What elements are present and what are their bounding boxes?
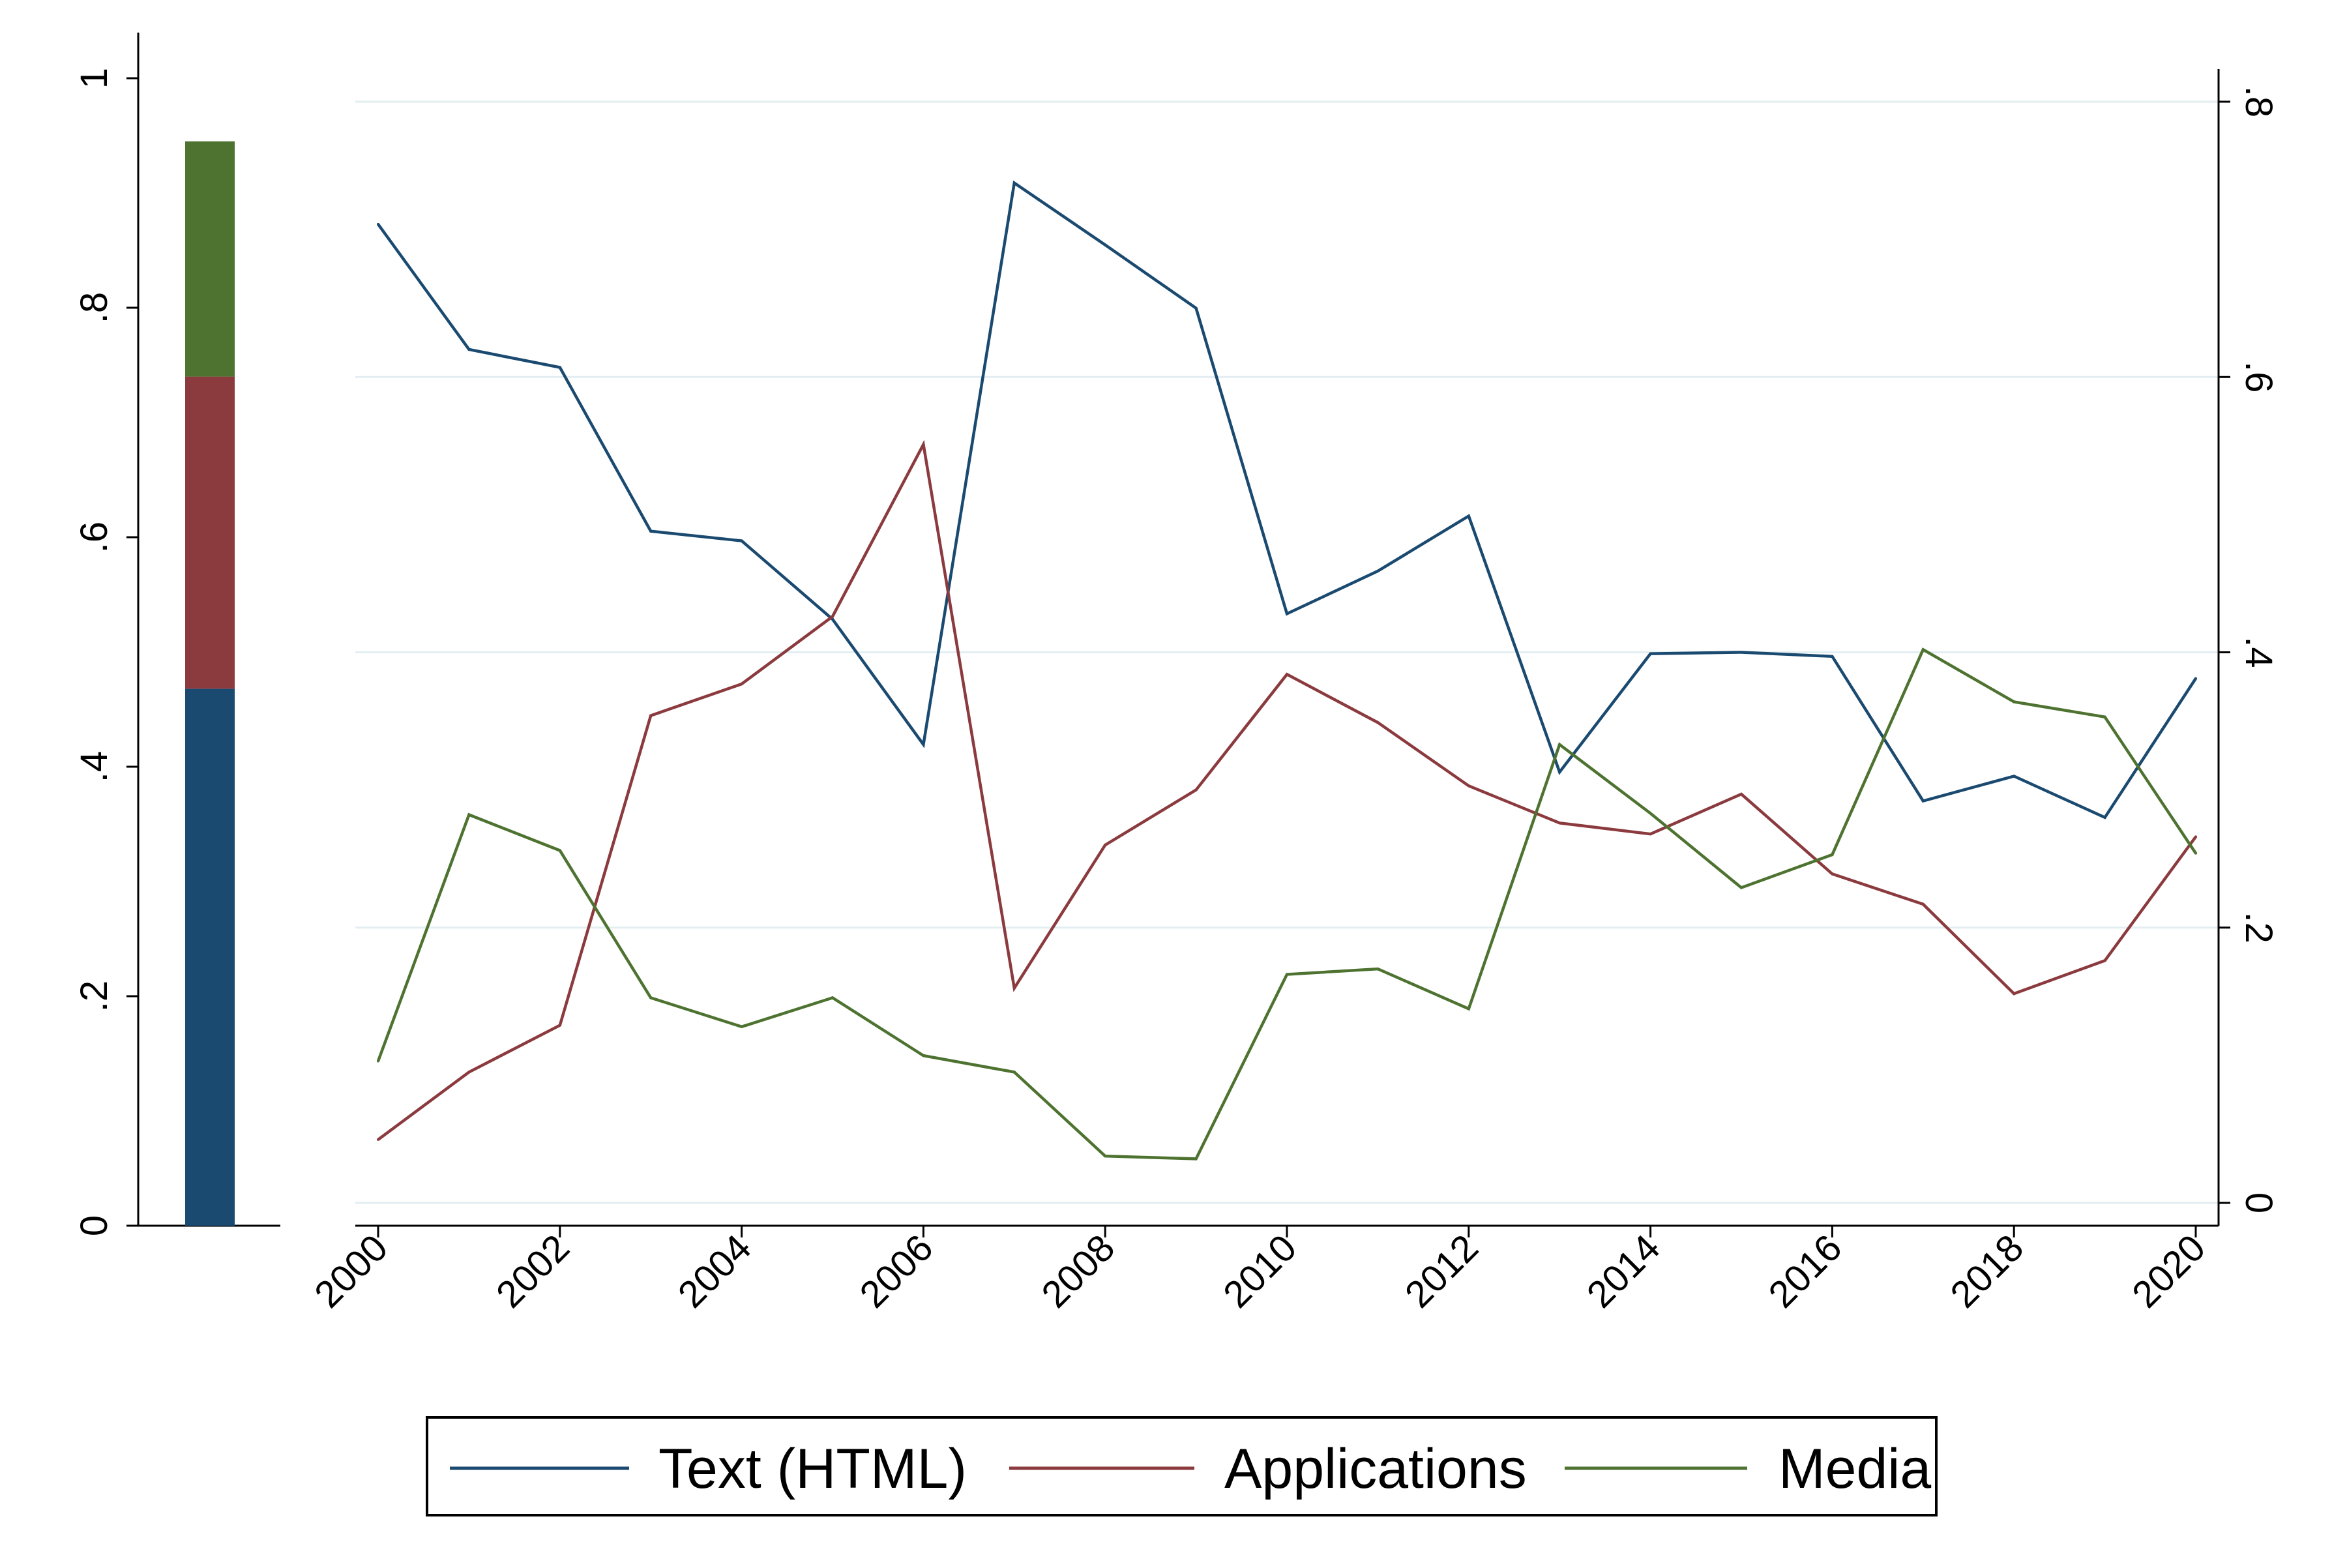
data-point-text bbox=[558, 366, 561, 369]
x-tick-label: 2016 bbox=[1760, 1226, 1850, 1316]
x-tick-label: 2008 bbox=[1033, 1226, 1123, 1316]
right-y-tick-label: .2 bbox=[2237, 912, 2280, 943]
series-line-applications bbox=[377, 439, 2197, 1141]
right-y-tick-label: .6 bbox=[2237, 361, 2280, 392]
x-tick-label: 2006 bbox=[851, 1226, 941, 1316]
bar-y-tick-label: 0 bbox=[73, 1215, 115, 1236]
data-point-media bbox=[831, 996, 834, 999]
bar-segment-applications bbox=[185, 376, 235, 689]
data-point-media bbox=[649, 996, 653, 999]
data-point-text bbox=[1831, 655, 1834, 658]
data-point-media bbox=[1740, 886, 1743, 889]
data-point-text bbox=[649, 529, 653, 533]
data-point-applications bbox=[377, 1138, 379, 1141]
line-chart-panel: 0 .2 .4 .6 .8 2000 2002 2004 2006 2008 2010 2012 201… bbox=[306, 69, 2280, 1316]
data-point-applications bbox=[1558, 821, 1561, 825]
data-point-media bbox=[740, 1025, 743, 1028]
right-y-tick-label: .4 bbox=[2237, 636, 2280, 668]
data-point-text bbox=[1012, 181, 1016, 185]
bar-y-tick-label: .8 bbox=[73, 292, 115, 323]
data-point-applications bbox=[2103, 959, 2106, 962]
x-tick-label: 2000 bbox=[306, 1226, 396, 1316]
bar-y-tick-label: 1 bbox=[73, 68, 115, 89]
legend: Text (HTML) Applications Media bbox=[426, 1416, 1938, 1516]
bar-y-tick-label: .4 bbox=[73, 751, 115, 782]
data-point-media bbox=[2194, 851, 2197, 855]
bar-y-tick-label: .2 bbox=[73, 981, 115, 1012]
data-point-media bbox=[1194, 1157, 1198, 1161]
x-tick-label: 2004 bbox=[670, 1226, 760, 1316]
x-tick-label: 2002 bbox=[488, 1226, 578, 1316]
data-point-applications bbox=[1286, 673, 1288, 676]
data-point-text bbox=[2103, 816, 2106, 819]
data-point-media bbox=[1558, 743, 1561, 746]
legend-label-media: Media bbox=[1779, 1438, 1931, 1500]
data-point-media bbox=[467, 813, 471, 816]
data-point-applications bbox=[1740, 792, 1743, 795]
data-point-text bbox=[1104, 243, 1107, 246]
data-point-media bbox=[2013, 700, 2016, 703]
data-point-text bbox=[1286, 612, 1288, 615]
right-y-tick-label: 0 bbox=[2237, 1192, 2280, 1213]
data-point-media bbox=[1831, 853, 1834, 856]
data-point-applications bbox=[1649, 833, 1652, 836]
data-point-applications bbox=[1921, 902, 1925, 906]
data-point-media bbox=[2103, 715, 2106, 718]
data-point-text bbox=[740, 539, 743, 542]
series-line-text bbox=[377, 180, 2197, 820]
data-point-text bbox=[1376, 569, 1380, 572]
x-tick-label: 2012 bbox=[1397, 1226, 1486, 1316]
data-point-media bbox=[1921, 648, 1925, 651]
x-tick-label: 2010 bbox=[1215, 1226, 1305, 1316]
data-point-media bbox=[377, 1059, 379, 1063]
bar-segment-text bbox=[185, 688, 235, 1226]
data-point-applications bbox=[558, 1024, 561, 1027]
data-point-applications bbox=[1012, 986, 1016, 990]
data-point-applications bbox=[1194, 788, 1198, 791]
right-y-tick-label: .8 bbox=[2237, 86, 2280, 117]
data-point-media bbox=[1376, 968, 1380, 971]
legend-box bbox=[426, 1416, 1938, 1516]
data-point-applications bbox=[2013, 992, 2016, 996]
data-point-text bbox=[2013, 775, 2016, 778]
stacked-bar-panel: 0 .2 .4 .6 .8 1 bbox=[73, 33, 280, 1236]
data-point-applications bbox=[649, 714, 653, 717]
data-point-applications bbox=[1467, 784, 1470, 788]
data-point-text bbox=[1194, 306, 1198, 310]
data-point-text bbox=[1649, 652, 1652, 655]
x-tick-label: 2020 bbox=[2124, 1226, 2213, 1316]
bar-y-tick-label: .6 bbox=[73, 522, 115, 553]
data-point-applications bbox=[740, 683, 743, 686]
data-point-text bbox=[467, 348, 471, 351]
data-point-text bbox=[1467, 514, 1470, 518]
data-point-applications bbox=[2194, 835, 2197, 838]
data-point-media bbox=[558, 849, 561, 852]
data-point-text bbox=[1558, 771, 1561, 774]
data-point-text bbox=[2194, 677, 2197, 680]
data-point-text bbox=[377, 222, 379, 226]
data-point-applications bbox=[922, 443, 925, 446]
data-point-applications bbox=[831, 615, 834, 618]
data-point-text bbox=[922, 743, 925, 746]
x-tick-label: 2014 bbox=[1579, 1226, 1668, 1316]
data-point-applications bbox=[1831, 872, 1834, 876]
data-point-text bbox=[1740, 651, 1743, 654]
data-point-applications bbox=[467, 1071, 471, 1074]
legend-label-applications: Applications bbox=[1224, 1438, 1527, 1500]
data-point-media bbox=[1286, 973, 1288, 976]
data-point-applications bbox=[1104, 844, 1107, 847]
legend-label-text: Text (HTML) bbox=[658, 1438, 967, 1500]
data-point-media bbox=[922, 1054, 925, 1058]
x-tick-label: 2018 bbox=[1942, 1226, 2031, 1316]
data-point-applications bbox=[1376, 721, 1380, 724]
data-point-media bbox=[1012, 1071, 1016, 1074]
bar-segment-media bbox=[185, 141, 235, 377]
data-point-media bbox=[1649, 812, 1652, 815]
data-point-media bbox=[1104, 1155, 1107, 1158]
data-point-media bbox=[1467, 1007, 1470, 1011]
data-point-text bbox=[1921, 799, 1925, 803]
